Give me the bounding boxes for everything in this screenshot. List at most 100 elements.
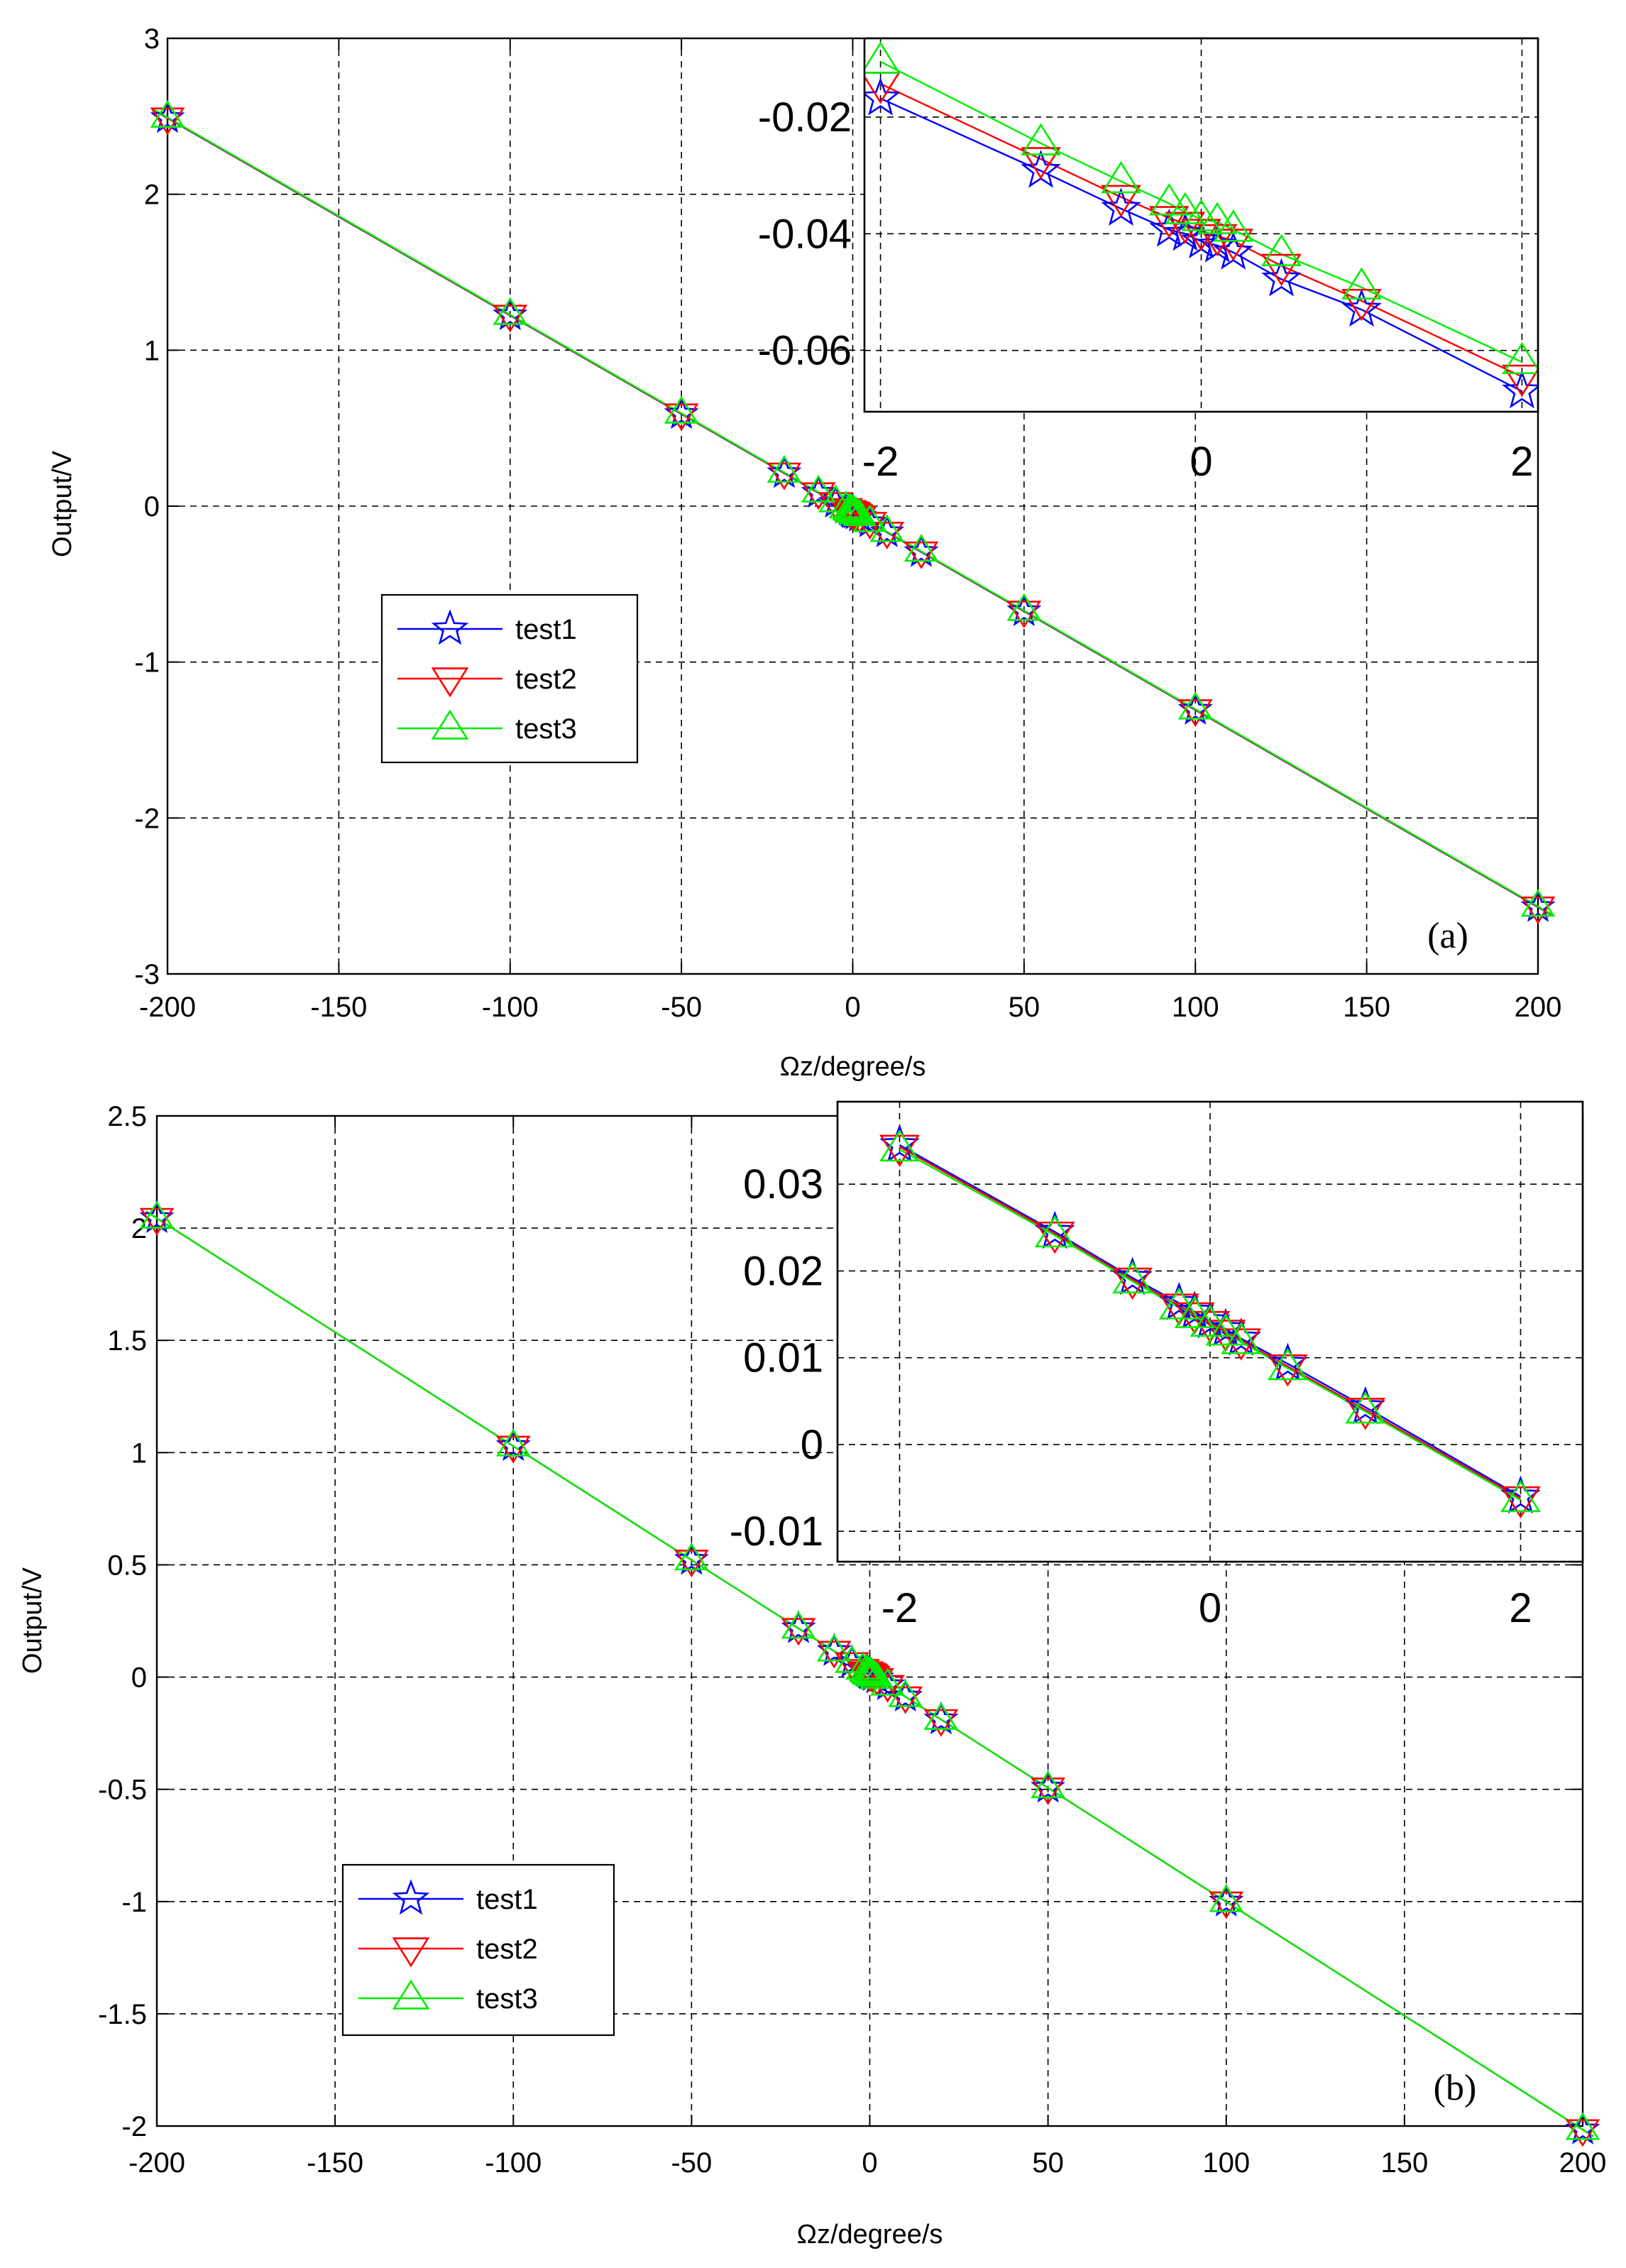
data-point-test1: [923, 1701, 959, 1735]
y-tick-label: 0: [144, 491, 160, 522]
inset-data-point-test2: [1341, 288, 1382, 322]
data-point-test1: [493, 297, 528, 331]
inset-frame-border: [836, 1100, 1584, 1563]
data-point-test2: [1006, 601, 1042, 629]
data-point-test3: [852, 504, 887, 532]
inset-y-tick-label: 0.02: [743, 1248, 823, 1294]
x-tick-label: -50: [671, 2147, 712, 2179]
panel-label: (b): [1434, 2068, 1477, 2108]
inset-x-tick-label: 0: [1199, 1585, 1221, 1631]
x-axis-label: Ωz/degree/s: [780, 1052, 926, 1082]
x-tick-label: -150: [310, 992, 367, 1023]
y-tick-label: 1.5: [107, 1325, 147, 1357]
inset-y-tick-label: 0: [801, 1422, 823, 1468]
data-point-test2: [674, 1550, 709, 1578]
inset-data-point-test2: [1112, 1267, 1153, 1300]
y-tick-label: -1: [121, 1887, 147, 1918]
inset-x-tick-label: -2: [862, 439, 899, 485]
inset-data-point-test3: [1268, 1347, 1308, 1381]
y-tick-label: 2: [131, 1213, 147, 1244]
x-tick-label: 0: [862, 2147, 877, 2179]
data-point-test2: [495, 1435, 531, 1464]
data-point-test3: [801, 474, 836, 503]
chart-panel-b: -200 -150 -100 -50 0 50 100 150 200-2-1.5-1-0.50…: [18, 1100, 1606, 2250]
inset-data-point-test2: [1101, 185, 1141, 218]
x-tick-label: 150: [1381, 2147, 1429, 2179]
inset-data-point-test1: [1261, 258, 1302, 297]
legend-marker-test1: [392, 1879, 430, 1915]
data-point-test1: [1520, 889, 1556, 922]
inset-data-point-test1: [1500, 1475, 1541, 1514]
legend-label-test2: test2: [515, 664, 577, 695]
inset-x-tick-label: -2: [881, 1585, 918, 1631]
data-point-test2: [1177, 699, 1213, 728]
inset-y-tick-label: -0.01: [730, 1508, 823, 1555]
legend-label-test3: test3: [476, 1983, 538, 2015]
data-point-test2: [664, 403, 699, 432]
data-point-test1: [781, 1610, 816, 1643]
inset-y-tick-label: 0.01: [743, 1335, 823, 1381]
data-point-test3: [923, 1702, 959, 1730]
data-point-test3: [837, 495, 872, 524]
inset-data-point-test3: [1101, 160, 1141, 194]
data-point-test1: [664, 395, 699, 429]
data-point-test3: [842, 498, 877, 527]
data-point-test1: [674, 1541, 709, 1575]
x-tick-label: -50: [661, 992, 702, 1023]
x-tick-label: 200: [1515, 992, 1562, 1023]
legend-label-test1: test1: [515, 614, 577, 645]
inset-data-point-test1: [1034, 1210, 1075, 1249]
y-tick-label: -2: [121, 2111, 147, 2142]
legend-label-test1: test1: [476, 1884, 538, 1915]
legend: test1 test2 test3: [380, 593, 639, 764]
inset-data-point-test3: [1205, 1313, 1246, 1346]
data-point-test2: [903, 541, 939, 569]
data-point-test3: [674, 1543, 709, 1571]
legend-marker-test3: [431, 709, 469, 740]
x-axis-label: Ωz/degree/s: [797, 2220, 943, 2250]
data-point-test2: [139, 1207, 175, 1236]
inset-data-point-test2: [1500, 1486, 1541, 1519]
inset-data-point-test3: [1112, 1261, 1153, 1293]
legend-marker-test3: [392, 1979, 430, 2010]
inset-data-point-test3: [1158, 1287, 1199, 1320]
data-point-test3: [816, 1633, 852, 1662]
inset-x-tick-label: 2: [1510, 439, 1533, 485]
data-point-test3: [495, 1428, 531, 1457]
inset-data-point-test1: [1345, 1386, 1386, 1425]
y-tick-label: -1: [134, 647, 160, 679]
data-point-test3: [1006, 593, 1042, 621]
x-tick-label: -200: [139, 992, 196, 1023]
inset-b: -2 0 2 -0.01 0 0.01 0.02 0.03: [730, 1100, 1584, 1631]
inset-series-group: [864, 41, 1538, 409]
inset-series-group: [879, 1124, 1541, 1519]
data-point-test2: [493, 305, 528, 333]
data-point-test2: [888, 1686, 923, 1714]
data-point-test2: [781, 1618, 816, 1646]
inset-data-point-test3: [1341, 267, 1382, 300]
inset-data-point-test2: [1261, 253, 1302, 286]
inset-data-point-test2: [1502, 364, 1538, 398]
y-tick-label: -1.5: [98, 1999, 147, 2030]
inset-frame-border: [863, 37, 1539, 413]
x-tick-label: 50: [1009, 992, 1040, 1023]
data-point-test2: [1209, 1891, 1244, 1919]
y-tick-label: 2: [144, 180, 160, 211]
data-point-test3: [781, 1611, 816, 1639]
data-point-test3: [838, 496, 874, 525]
inset-data-point-test3: [864, 41, 901, 74]
inset-data-point-test3: [1502, 341, 1538, 375]
inset-x-tick-label: 2: [1509, 1585, 1532, 1631]
inset-data-point-test3: [879, 1129, 920, 1162]
inset-data-point-test3: [1190, 1304, 1231, 1337]
inset-y-tick-label: -0.06: [758, 328, 852, 374]
inset-data-point-test2: [1268, 1354, 1308, 1387]
data-point-test3: [1209, 1884, 1244, 1912]
data-point-test3: [903, 534, 939, 562]
data-point-test2: [869, 522, 905, 550]
legend-marker-test1: [431, 609, 469, 645]
y-tick-label: 1: [144, 335, 160, 366]
x-tick-label: 0: [845, 992, 860, 1023]
data-point-test1: [801, 474, 836, 508]
